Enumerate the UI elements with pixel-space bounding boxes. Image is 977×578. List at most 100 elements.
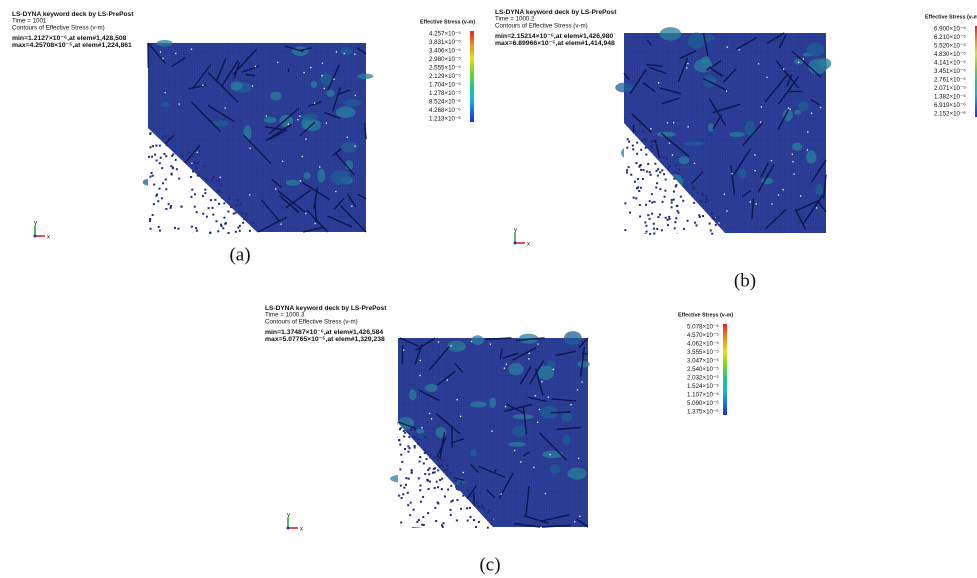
fragment <box>403 486 406 489</box>
legend-label: 2.071×10⁻⁵ <box>934 85 966 92</box>
fragment <box>468 506 471 509</box>
fragment <box>178 177 181 180</box>
crack <box>513 522 541 528</box>
stress-spot <box>659 27 682 41</box>
fragment <box>632 196 635 199</box>
void <box>280 223 282 225</box>
fragment <box>207 207 210 210</box>
fragment <box>407 445 410 448</box>
fragment <box>157 225 160 228</box>
crack <box>794 208 807 230</box>
fragment <box>650 193 653 196</box>
crack <box>760 162 769 178</box>
crack <box>190 101 221 133</box>
fragment <box>634 180 637 183</box>
legend-label: 5.520×10⁻⁵ <box>934 43 966 50</box>
fragment <box>158 144 161 147</box>
stress-spot <box>340 47 353 56</box>
void <box>726 210 728 212</box>
fragment <box>449 472 452 475</box>
crack <box>542 524 571 528</box>
fragment <box>399 468 402 471</box>
void <box>755 203 757 205</box>
crack <box>705 60 722 72</box>
fragment <box>635 197 638 200</box>
crack <box>233 62 241 79</box>
fragment <box>205 215 208 218</box>
axis-label: y <box>34 221 37 227</box>
crack <box>556 426 582 430</box>
void <box>277 61 279 64</box>
crack <box>766 32 785 44</box>
void <box>782 189 784 191</box>
fragment <box>431 471 434 474</box>
void <box>806 149 809 151</box>
void <box>766 76 768 78</box>
crack <box>502 352 520 359</box>
crack <box>307 101 322 107</box>
fragment <box>635 162 638 165</box>
crack <box>147 42 167 64</box>
void <box>541 381 543 383</box>
crack <box>215 57 227 82</box>
stress-spot <box>330 170 351 186</box>
fragment <box>450 484 453 487</box>
fragment <box>630 173 633 176</box>
void <box>470 340 473 343</box>
fragment <box>648 217 651 220</box>
fragment <box>663 195 666 198</box>
crack <box>418 389 440 402</box>
crack <box>519 366 532 385</box>
fragment <box>193 205 196 208</box>
fragment <box>203 165 206 168</box>
void <box>323 87 325 90</box>
fragment <box>648 200 651 203</box>
fragment <box>692 187 695 190</box>
fragment <box>399 427 402 430</box>
stress-spot <box>270 91 282 101</box>
void <box>299 180 302 182</box>
crack <box>515 337 545 342</box>
stress-spot <box>738 168 747 179</box>
fragment <box>407 504 410 507</box>
fragment <box>165 135 168 138</box>
void <box>528 352 530 355</box>
fragment <box>672 190 675 193</box>
void <box>668 142 671 144</box>
fragment <box>172 153 175 156</box>
fragment <box>446 464 449 467</box>
fragment <box>429 453 432 456</box>
fragment <box>410 427 413 430</box>
fragment <box>470 495 473 498</box>
crack <box>712 114 723 130</box>
fragment <box>683 227 686 230</box>
crack <box>334 151 356 176</box>
fragment <box>626 169 629 172</box>
fragment <box>424 472 427 475</box>
stress-spot <box>561 412 573 422</box>
fragment <box>670 206 673 209</box>
crack <box>551 398 577 402</box>
fragment <box>650 140 653 143</box>
legend-label: 3.831×10⁻⁵ <box>429 39 461 46</box>
fragment <box>165 144 168 147</box>
void <box>335 190 337 193</box>
stress-spot <box>317 168 326 183</box>
fragment <box>466 489 469 492</box>
legend-title: Effective Stress (v-m) <box>420 19 475 25</box>
legend-title: Effective Stress (v-m <box>925 14 977 20</box>
legend-label: 4.257×10⁻⁵ <box>429 31 461 38</box>
fragment <box>628 140 631 143</box>
fragment <box>442 522 445 525</box>
crack <box>347 193 357 208</box>
fragment <box>202 212 205 215</box>
fragment <box>665 157 668 160</box>
fragment <box>150 171 153 174</box>
min-label: min=2.15214×10⁻⁶,at elem#1,426,980 <box>495 33 613 40</box>
void <box>787 107 790 109</box>
fragment <box>245 213 248 216</box>
crack <box>677 57 689 83</box>
fragment <box>636 152 639 155</box>
void <box>178 103 180 105</box>
